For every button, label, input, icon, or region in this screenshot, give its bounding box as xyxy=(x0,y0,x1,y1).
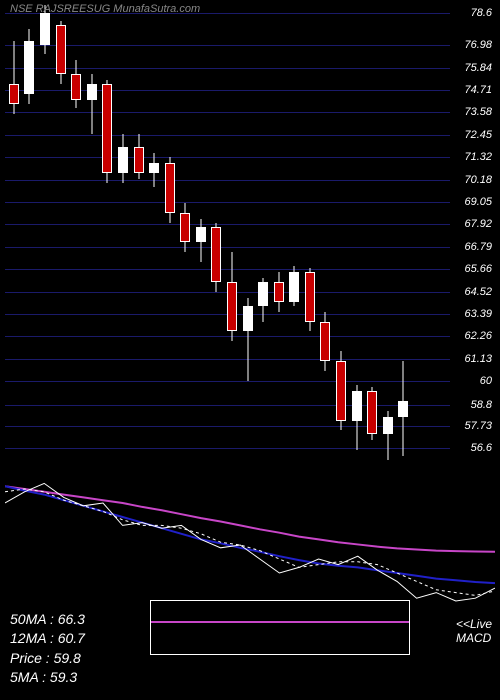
y-label: 62.26 xyxy=(464,330,492,342)
grid-line xyxy=(5,448,450,449)
y-label: 58.8 xyxy=(471,399,492,411)
price-chart: 78.6 76.98 75.84 74.71 73.58 72.45 71.32 70.18 6… xyxy=(5,5,495,470)
y-label: 67.92 xyxy=(464,218,492,230)
ma5-label: 5MA : 59.3 xyxy=(10,668,85,688)
ma-svg xyxy=(5,475,495,615)
y-label: 60 xyxy=(480,375,492,387)
grid-line xyxy=(5,112,450,113)
y-label: 65.66 xyxy=(464,263,492,275)
y-label: 57.73 xyxy=(464,420,492,432)
grid-line xyxy=(5,135,450,136)
live-label: <<Live MACD xyxy=(456,617,492,645)
y-label: 66.79 xyxy=(464,241,492,253)
y-label: 78.6 xyxy=(471,7,492,19)
y-label: 70.18 xyxy=(464,174,492,186)
y-label: 56.6 xyxy=(471,442,492,454)
y-label: 63.39 xyxy=(464,308,492,320)
grid-line xyxy=(5,180,450,181)
chart-title: NSE RAJSREESUG MunafaSutra.com xyxy=(10,3,200,15)
y-label: 76.98 xyxy=(464,39,492,51)
ma12-label: 12MA : 60.7 xyxy=(10,629,85,649)
grid-line xyxy=(5,224,450,225)
y-label: 61.13 xyxy=(464,353,492,365)
grid-line xyxy=(5,381,450,382)
macd-inset xyxy=(150,600,410,655)
y-label: 69.05 xyxy=(464,196,492,208)
grid-line xyxy=(5,157,450,158)
y-label: 64.52 xyxy=(464,286,492,298)
y-label: 73.58 xyxy=(464,106,492,118)
price-label: Price : 59.8 xyxy=(10,649,85,669)
y-label: 75.84 xyxy=(464,62,492,74)
y-label: 72.45 xyxy=(464,129,492,141)
y-label: 74.71 xyxy=(464,84,492,96)
ma50-line xyxy=(5,486,495,552)
grid-line xyxy=(5,359,450,360)
info-box: 50MA : 66.3 12MA : 60.7 Price : 59.8 5MA… xyxy=(10,610,85,688)
grid-line xyxy=(5,269,450,270)
ma50-label: 50MA : 66.3 xyxy=(10,610,85,630)
ma-chart xyxy=(5,475,495,615)
grid-line xyxy=(5,247,450,248)
grid-line xyxy=(5,202,450,203)
macd-line xyxy=(151,621,409,623)
ma12-line xyxy=(5,486,495,583)
grid-line xyxy=(5,405,450,406)
grid-line xyxy=(5,45,450,46)
chart-container: NSE RAJSREESUG MunafaSutra.com 78.6 76.98… xyxy=(0,0,500,700)
grid-line xyxy=(5,68,450,69)
y-label: 71.32 xyxy=(464,151,492,163)
grid-line xyxy=(5,336,450,337)
y-axis-labels: 78.6 76.98 75.84 74.71 73.58 72.45 71.32 70.18 6… xyxy=(450,5,495,470)
